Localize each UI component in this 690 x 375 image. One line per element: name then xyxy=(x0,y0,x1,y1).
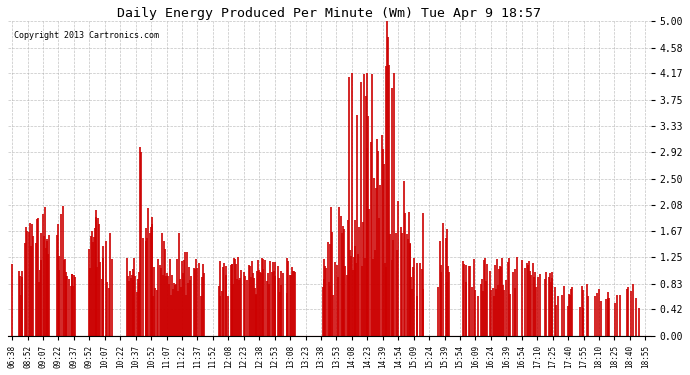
Title: Daily Energy Produced Per Minute (Wm) Tue Apr 9 18:57: Daily Energy Produced Per Minute (Wm) Tu… xyxy=(117,7,541,20)
Text: Copyright 2013 Cartronics.com: Copyright 2013 Cartronics.com xyxy=(14,30,159,39)
